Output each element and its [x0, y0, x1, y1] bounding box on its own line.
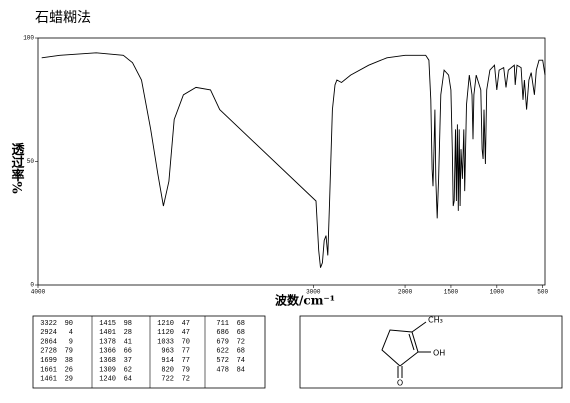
table-frame	[32, 315, 266, 389]
peak-transmittance: 41	[124, 338, 132, 346]
spectrum-line	[41, 52, 546, 268]
peak-wavenumber: 722	[161, 376, 174, 384]
peak-transmittance: 68	[237, 329, 245, 337]
peak-transmittance: 47	[182, 329, 190, 337]
peak-wavenumber: 1461	[40, 376, 57, 384]
peak-transmittance: 77	[182, 348, 190, 356]
chart-title: 石蜡糊法	[35, 10, 91, 26]
structure-label: O	[397, 379, 403, 388]
peak-wavenumber: 1401	[99, 329, 116, 337]
peak-wavenumber: 679	[216, 338, 229, 346]
peak-transmittance: 70	[182, 338, 190, 346]
structure-label: CH₃	[428, 316, 443, 325]
peak-wavenumber: 1366	[99, 348, 116, 356]
peak-wavenumber: 3322	[40, 320, 57, 328]
peak-wavenumber: 820	[161, 366, 174, 374]
peak-transmittance: 74	[237, 357, 245, 365]
peak-transmittance: 98	[124, 320, 132, 328]
molecule	[381, 321, 431, 378]
peak-transmittance: 26	[65, 366, 73, 374]
plot-frame	[37, 37, 546, 286]
peak-wavenumber: 914	[161, 357, 174, 365]
peak-transmittance: 84	[237, 366, 245, 374]
x-tick-label: 500	[537, 289, 548, 296]
peak-wavenumber: 2728	[40, 348, 57, 356]
x-tick-label: 2000	[398, 289, 413, 296]
peak-wavenumber: 2924	[40, 329, 57, 337]
ring	[381, 329, 419, 367]
peak-transmittance: 68	[237, 348, 245, 356]
peak-transmittance: 29	[65, 376, 73, 384]
peak-wavenumber: 2864	[40, 338, 57, 346]
peak-wavenumber: 1309	[99, 366, 116, 374]
peak-wavenumber: 1210	[157, 320, 174, 328]
peak-wavenumber: 711	[216, 320, 229, 328]
peak-transmittance: 68	[237, 320, 245, 328]
peak-wavenumber: 963	[161, 348, 174, 356]
peak-transmittance: 64	[124, 376, 132, 384]
x-tick-label: 3000	[306, 289, 321, 296]
peak-transmittance: 62	[124, 366, 132, 374]
y-tick-label: 50	[27, 158, 35, 165]
peak-wavenumber: 1033	[157, 338, 174, 346]
peak-transmittance: 79	[182, 366, 190, 374]
peak-wavenumber: 622	[216, 348, 229, 356]
peak-transmittance: 90	[65, 320, 73, 328]
double-bond	[408, 333, 415, 351]
peak-transmittance: 72	[237, 338, 245, 346]
peak-wavenumber: 572	[216, 357, 229, 365]
peak-transmittance: 66	[124, 348, 132, 356]
y-axis-label: 透过率%	[9, 142, 25, 194]
peak-wavenumber: 686	[216, 329, 229, 337]
x-tick-label: 1000	[490, 289, 505, 296]
peak-transmittance: 38	[65, 357, 73, 365]
peak-wavenumber: 1240	[99, 376, 116, 384]
peak-wavenumber: 478	[216, 366, 229, 374]
x-axis-label: 波数/cm⁻¹	[275, 293, 335, 308]
peak-transmittance: 72	[182, 376, 190, 384]
x-tick-label: 1500	[444, 289, 459, 296]
peak-wavenumber: 1120	[157, 329, 174, 337]
peak-transmittance: 9	[69, 338, 73, 346]
peak-wavenumber: 1378	[99, 338, 116, 346]
peak-wavenumber: 1699	[40, 357, 57, 365]
peak-wavenumber: 1368	[99, 357, 116, 365]
y-tick-label: 100	[23, 35, 34, 42]
peak-wavenumber: 1415	[99, 320, 116, 328]
x-tick-label: 4000	[31, 289, 46, 296]
peak-wavenumber: 1661	[40, 366, 57, 374]
structure-label: OH	[433, 349, 445, 358]
peak-transmittance: 79	[65, 348, 73, 356]
peak-transmittance: 28	[124, 329, 132, 337]
peak-transmittance: 4	[69, 329, 73, 337]
y-tick-label: 0	[30, 282, 34, 289]
peak-transmittance: 37	[124, 357, 132, 365]
peak-transmittance: 47	[182, 320, 190, 328]
peak-transmittance: 77	[182, 357, 190, 365]
structure-frame	[299, 315, 563, 389]
methyl-bond	[411, 321, 427, 333]
